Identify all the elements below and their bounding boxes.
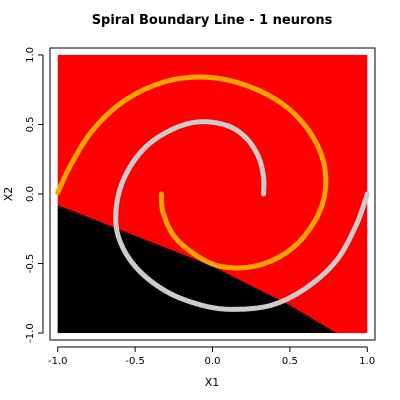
chart-title: Spiral Boundary Line - 1 neurons xyxy=(92,13,333,28)
y-tick-label: -1.0 xyxy=(25,323,36,343)
x-tick-label: 1.0 xyxy=(359,356,375,367)
x-tick-label: 0.0 xyxy=(205,356,221,367)
x-tick-label: -0.5 xyxy=(125,356,145,367)
x-tick-label: 0.5 xyxy=(282,356,298,367)
y-tick-label: -0.5 xyxy=(25,254,36,274)
plot-frame xyxy=(49,47,376,341)
spiral-gray-line xyxy=(113,119,370,312)
series-layer xyxy=(55,74,370,312)
y-axis-label: X2 xyxy=(2,187,15,202)
spiral-orange-line xyxy=(55,74,329,271)
plot-area xyxy=(50,48,375,340)
x-tick-label: -1.0 xyxy=(48,356,68,367)
x-axis: -1.0 -0.5 0.0 0.5 1.0 xyxy=(48,346,375,367)
y-tick-label: 0.0 xyxy=(25,186,36,202)
decision-region-class-b xyxy=(57,205,337,334)
y-tick-label: 1.0 xyxy=(25,47,36,63)
y-axis: -1.0 -0.5 0.0 0.5 1.0 xyxy=(25,47,44,343)
x-axis-label: X1 xyxy=(205,376,220,389)
y-tick-label: 0.5 xyxy=(25,117,36,133)
